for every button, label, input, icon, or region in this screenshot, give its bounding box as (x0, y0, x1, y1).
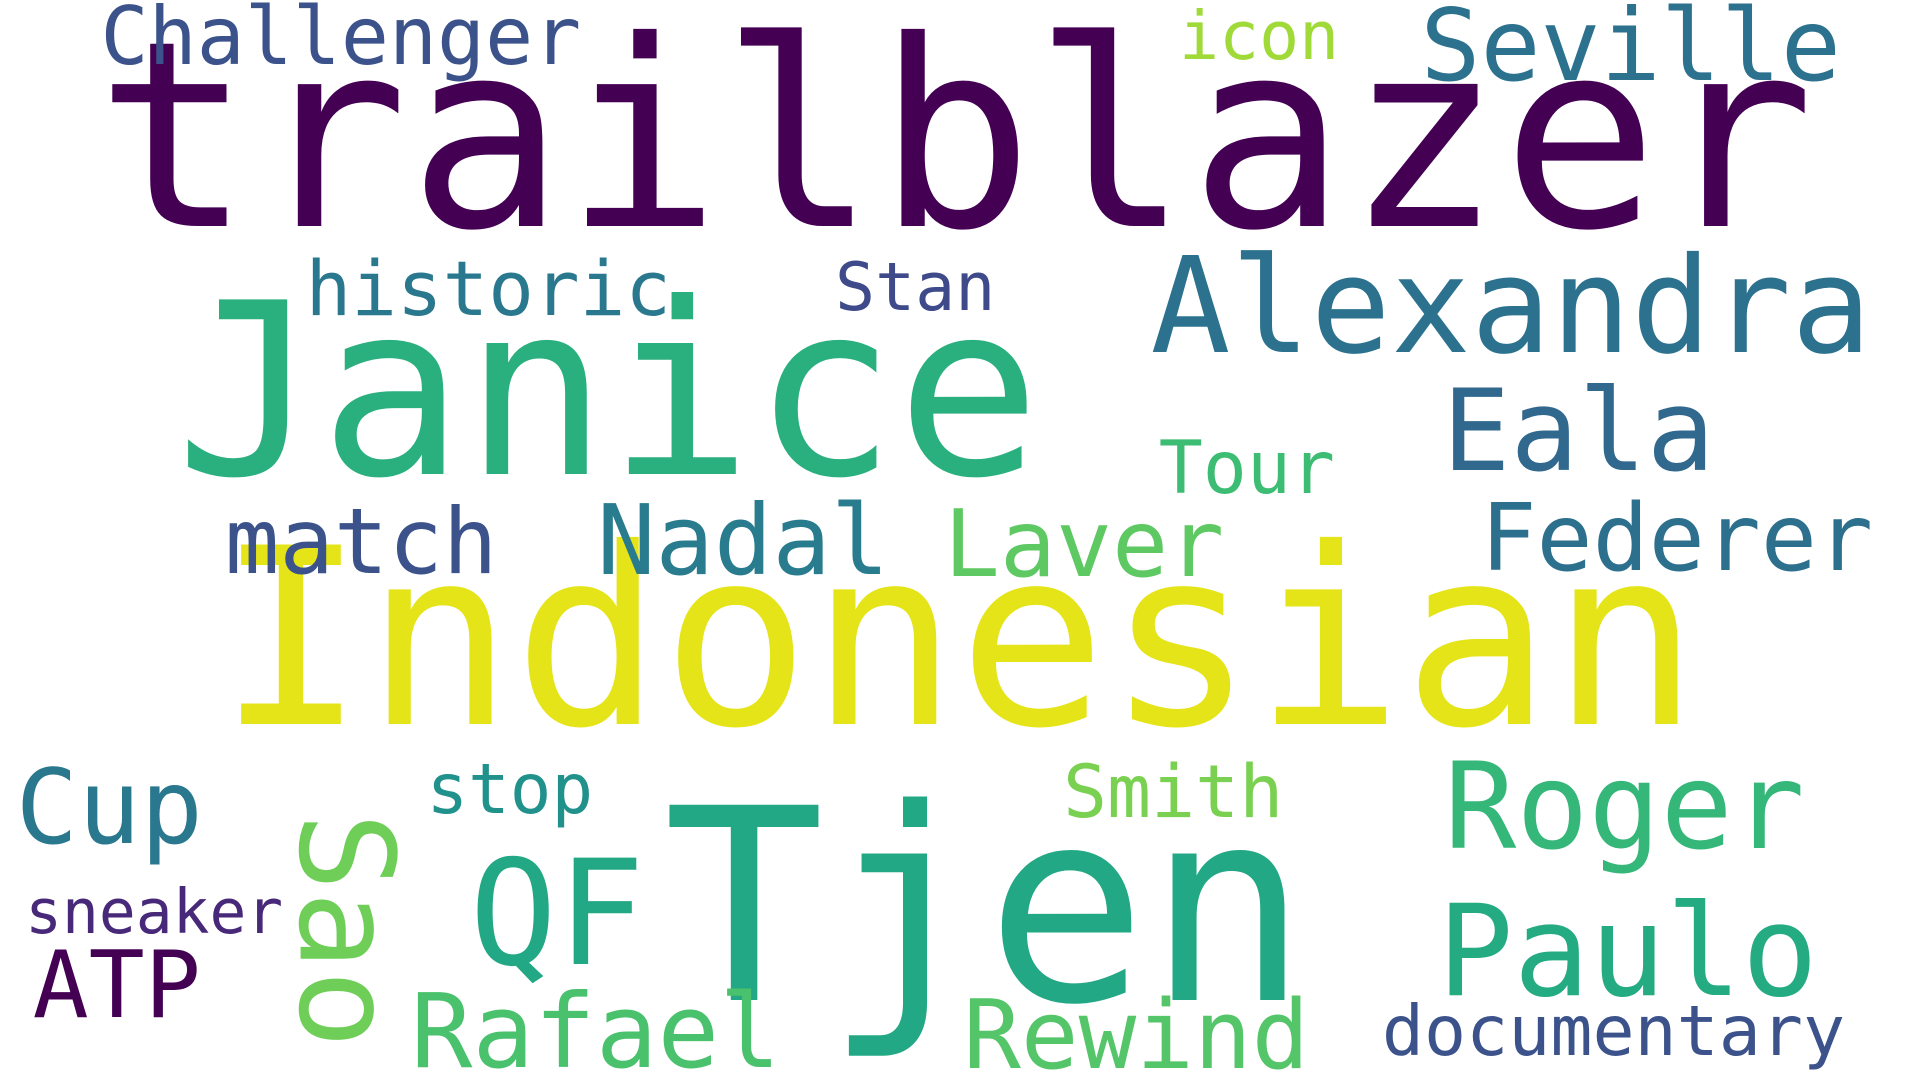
word-tjen: Tjen (663, 752, 1309, 1065)
word-icon: icon (1178, 0, 1340, 76)
word-smith: Smith (1062, 750, 1284, 836)
word-sao: Sao (269, 812, 422, 1049)
word-alexandra: Alexandra (1150, 228, 1872, 384)
word-laver: Laver (943, 490, 1225, 599)
word-indonesian: Indonesian (216, 495, 1700, 783)
word-paulo: Paulo (1437, 877, 1818, 1025)
word-janice: Janice (175, 252, 1041, 532)
word-atp: ATP (32, 931, 201, 1040)
word-tour: Tour (1158, 425, 1335, 511)
word-nadal: Nadal (596, 484, 890, 598)
word-stop: stop (426, 750, 594, 831)
word-roger: Roger (1444, 738, 1805, 878)
word-federer: Federer (1480, 484, 1874, 593)
word-historic: historic (305, 244, 671, 333)
word-sneaker: sneaker (25, 876, 284, 948)
word-challenger: Challenger (100, 0, 582, 83)
word-rafael: Rafael (410, 972, 781, 1080)
word-eala: Eala (1442, 365, 1715, 498)
word-trailblazer: trailblazer (95, 0, 1815, 288)
word-seville: Seville (1420, 0, 1842, 105)
word-match: match (224, 490, 498, 596)
word-qf: QF (469, 830, 645, 1000)
word-stan: Stan (835, 248, 996, 327)
word-rewind: Rewind (963, 979, 1310, 1080)
word-cup: Cup (15, 748, 204, 869)
word-documentary: documentary (1381, 990, 1846, 1072)
